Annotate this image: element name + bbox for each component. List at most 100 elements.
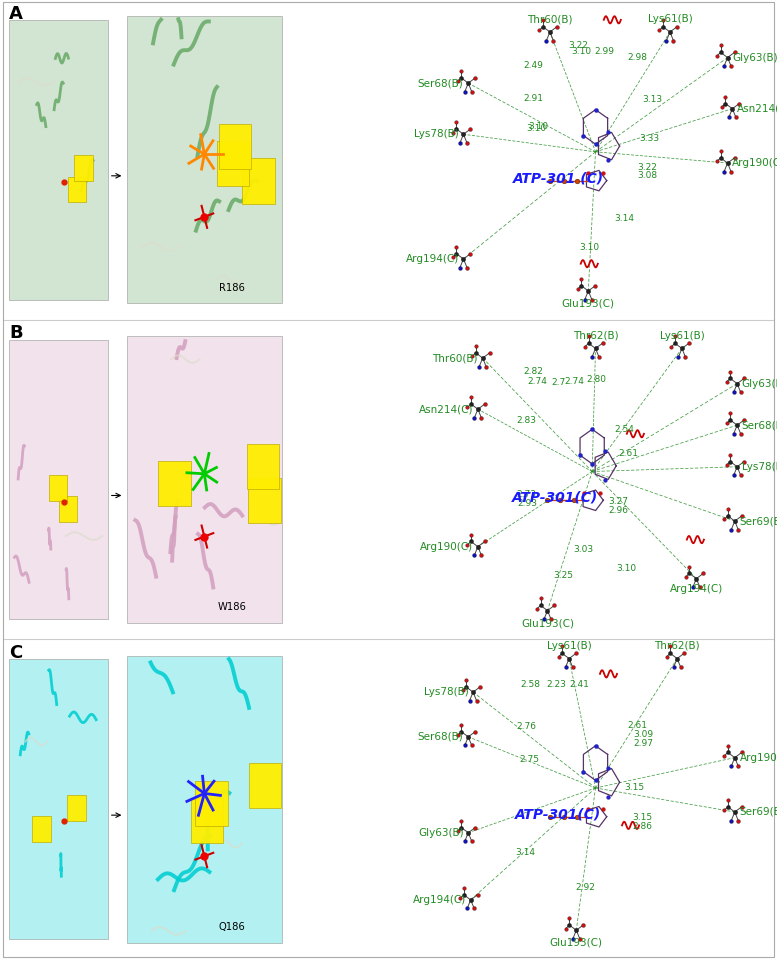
Text: B: B — [9, 324, 23, 342]
FancyBboxPatch shape — [249, 763, 281, 808]
Text: 2.74: 2.74 — [564, 377, 584, 386]
Text: Glu193(C): Glu193(C) — [562, 298, 615, 309]
FancyBboxPatch shape — [127, 16, 282, 303]
FancyBboxPatch shape — [190, 798, 223, 843]
Text: 2.54: 2.54 — [615, 426, 634, 434]
Text: Gly63(B): Gly63(B) — [742, 379, 777, 388]
Text: Lys61(B): Lys61(B) — [547, 641, 591, 651]
FancyBboxPatch shape — [67, 795, 85, 821]
Text: 2.23: 2.23 — [546, 680, 566, 690]
Text: 2.91: 2.91 — [523, 94, 543, 103]
Text: W186: W186 — [218, 602, 246, 613]
Text: Lys78(B): Lys78(B) — [742, 461, 777, 472]
Text: 2.7: 2.7 — [552, 378, 566, 386]
Text: 3.13: 3.13 — [642, 95, 662, 104]
Text: 3.10: 3.10 — [571, 47, 591, 57]
Text: Ser68(B): Ser68(B) — [742, 420, 777, 431]
Text: Thr62(B): Thr62(B) — [573, 331, 618, 340]
Text: 3.10: 3.10 — [528, 122, 548, 130]
Text: A: A — [9, 5, 23, 23]
FancyBboxPatch shape — [9, 660, 108, 939]
Text: 2.97: 2.97 — [633, 739, 653, 748]
Text: 2.92: 2.92 — [576, 883, 595, 892]
FancyBboxPatch shape — [9, 20, 108, 299]
Text: Asn214(C): Asn214(C) — [419, 404, 473, 414]
FancyBboxPatch shape — [127, 336, 282, 623]
Text: 2.82: 2.82 — [524, 367, 543, 376]
Text: ATP-301(C): ATP-301(C) — [512, 491, 598, 504]
Text: C: C — [9, 644, 23, 662]
Text: 3.15: 3.15 — [624, 784, 644, 792]
FancyBboxPatch shape — [246, 444, 279, 489]
Text: Ser68(B): Ser68(B) — [418, 732, 464, 742]
Text: Ser68(B): Ser68(B) — [418, 78, 464, 88]
FancyBboxPatch shape — [158, 461, 190, 506]
Text: 2.73: 2.73 — [516, 490, 536, 499]
Text: Gly63(B): Gly63(B) — [732, 53, 777, 62]
Text: 2.99: 2.99 — [594, 47, 615, 56]
Text: 2.96: 2.96 — [608, 506, 629, 515]
FancyBboxPatch shape — [248, 479, 280, 524]
FancyBboxPatch shape — [68, 176, 86, 202]
Text: 3.08: 3.08 — [637, 171, 657, 179]
Text: ATP-301(C): ATP-301(C) — [515, 807, 601, 821]
Text: Asn214(C): Asn214(C) — [737, 104, 777, 114]
FancyBboxPatch shape — [9, 339, 108, 620]
Text: 3.14: 3.14 — [615, 215, 634, 223]
Text: Gly63(B): Gly63(B) — [418, 828, 464, 838]
Text: 2.49: 2.49 — [523, 61, 543, 70]
Text: Arg194(C): Arg194(C) — [406, 254, 458, 264]
Text: Lys61(B): Lys61(B) — [660, 331, 704, 340]
Text: Arg190(C): Arg190(C) — [740, 753, 777, 762]
Text: 2.98: 2.98 — [627, 53, 647, 62]
Text: 3.22: 3.22 — [568, 41, 587, 50]
Text: 3.03: 3.03 — [573, 545, 594, 553]
FancyBboxPatch shape — [217, 141, 249, 186]
Text: Thr60(B): Thr60(B) — [433, 353, 478, 363]
Text: Glu193(C): Glu193(C) — [521, 619, 574, 628]
Text: 2.80: 2.80 — [586, 375, 606, 384]
Text: Lys78(B): Lys78(B) — [414, 129, 458, 139]
Text: ATP-301 (C): ATP-301 (C) — [513, 171, 604, 185]
Text: Arg194(C): Arg194(C) — [670, 584, 723, 595]
Text: 3.27: 3.27 — [608, 497, 629, 505]
Text: Arg194(C): Arg194(C) — [413, 895, 466, 905]
Text: 3.14: 3.14 — [515, 848, 535, 857]
Text: 3.10: 3.10 — [617, 564, 637, 573]
Text: 2.41: 2.41 — [570, 680, 589, 689]
Text: Thr62(B): Thr62(B) — [654, 641, 700, 651]
FancyBboxPatch shape — [59, 496, 78, 522]
FancyBboxPatch shape — [242, 158, 275, 203]
Text: 2.86: 2.86 — [632, 823, 653, 831]
Text: 3.10: 3.10 — [580, 244, 600, 252]
Text: Arg190(C): Arg190(C) — [420, 542, 473, 551]
Text: Thr60(B): Thr60(B) — [527, 14, 573, 24]
Text: 3.15: 3.15 — [632, 813, 653, 822]
Text: Lys61(B): Lys61(B) — [647, 14, 692, 24]
Text: 2.74: 2.74 — [528, 377, 547, 386]
Text: 3.22: 3.22 — [637, 163, 657, 172]
Text: 3.33: 3.33 — [639, 133, 660, 143]
Text: 2.61: 2.61 — [627, 721, 647, 730]
Text: 2.93: 2.93 — [517, 499, 538, 508]
Text: R186: R186 — [219, 283, 245, 292]
Text: 2.58: 2.58 — [521, 680, 540, 690]
Text: Ser69(B): Ser69(B) — [740, 807, 777, 817]
FancyBboxPatch shape — [127, 656, 282, 943]
Text: 3.09: 3.09 — [633, 730, 653, 738]
Text: Ser69(B): Ser69(B) — [740, 516, 777, 526]
Text: 2.76: 2.76 — [516, 722, 536, 732]
Text: Arg190(C): Arg190(C) — [732, 158, 777, 168]
Text: Q186: Q186 — [218, 923, 246, 932]
Text: 2.61: 2.61 — [618, 449, 638, 457]
FancyBboxPatch shape — [74, 155, 92, 181]
Text: 3.25: 3.25 — [553, 571, 573, 580]
FancyBboxPatch shape — [195, 781, 228, 826]
FancyBboxPatch shape — [49, 475, 68, 501]
FancyBboxPatch shape — [218, 124, 251, 169]
Text: 2.75: 2.75 — [520, 756, 540, 764]
FancyBboxPatch shape — [32, 816, 51, 842]
Text: Glu193(C): Glu193(C) — [550, 938, 603, 947]
Text: 3.10: 3.10 — [526, 125, 546, 133]
Text: 2.83: 2.83 — [516, 416, 536, 425]
